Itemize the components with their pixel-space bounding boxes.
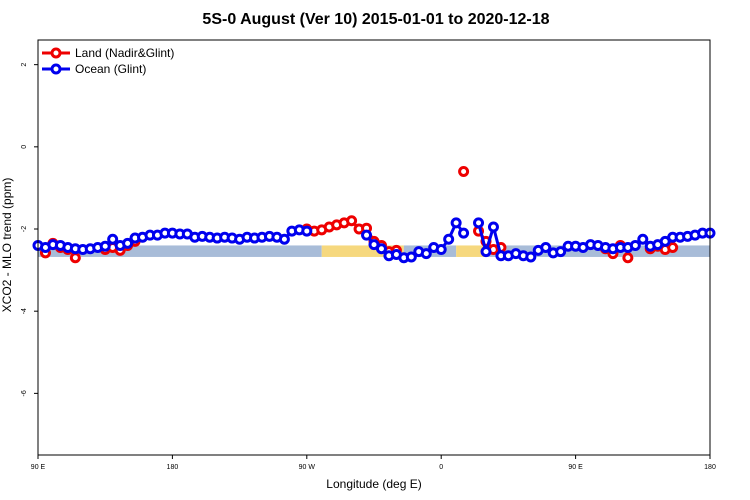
legend: Land (Nadir&Glint) Ocean (Glint) [42,46,174,76]
data-point [405,251,417,263]
legend-item-ocean: Ocean (Glint) [42,62,146,76]
x-tick-label: 0 [439,464,443,471]
data-point [629,239,641,251]
data-point [480,246,492,258]
x-tick-label: 180 [167,464,179,471]
series-1 [32,217,716,264]
data-point [637,233,649,245]
y-axis: 2 0 -2 -4 -6 [21,63,38,396]
data-point [107,233,119,245]
data-point [667,242,679,253]
x-tick-label: 90 E [568,464,583,471]
y-axis-label: XCO2 - MLO trend (ppm) [0,178,14,313]
data-point [420,248,432,260]
y-tick-label: 0 [21,145,28,149]
x-axis-label: Longitude (deg E) [326,477,421,491]
legend-label-ocean: Ocean (Glint) [75,62,146,76]
data-point [122,237,134,249]
data-point [301,225,313,237]
y-tick-label: -2 [21,226,28,232]
data-point [69,252,81,264]
x-axis: 90 E 180 90 W 0 90 E 180 [31,455,716,471]
x-tick-label: 180 [704,464,716,471]
plot-frame [37,39,711,456]
data-point [540,242,552,253]
data-point [555,246,567,258]
legend-item-land: Land (Nadir&Glint) [42,46,174,60]
band-segment-land [456,245,486,257]
data-point [278,233,290,245]
data-point [375,243,387,255]
y-tick-label: -6 [21,390,28,396]
data-point [99,240,111,252]
legend-marker-ocean [50,63,62,75]
data-point [443,233,455,245]
x-tick-label: 90 W [299,464,316,471]
data-point [450,217,462,229]
data-point [525,251,537,263]
data-point [361,229,373,241]
data-point [622,252,634,264]
data-point [435,244,447,256]
y-tick-label: -4 [21,308,28,314]
legend-label-land: Land (Nadir&Glint) [75,46,174,60]
band-segment-ocean [486,245,710,257]
x-tick-label: 90 E [31,464,46,471]
data-point [346,215,358,227]
data-point [458,165,470,177]
series-layer [32,165,716,264]
band-segment-ocean [38,245,322,257]
legend-marker-land [50,47,62,59]
band-segment-land [321,245,404,257]
data-point [458,227,470,239]
chart-title: 5S-0 August (Ver 10) 2015-01-01 to 2020-… [202,11,549,28]
data-point [473,217,485,229]
y-tick-label: 2 [21,63,28,67]
data-point [487,221,499,233]
